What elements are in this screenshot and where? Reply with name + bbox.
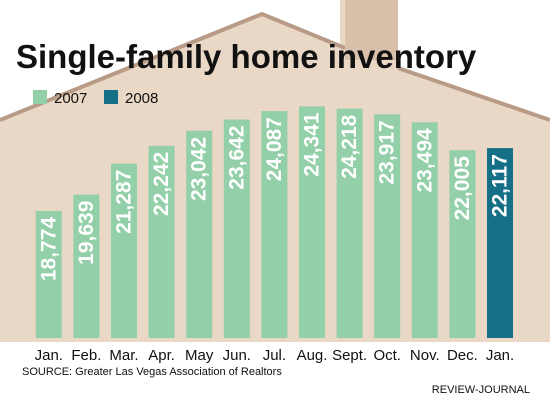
bar-value-label-1: 19,639 <box>75 201 98 265</box>
bar-value-label-11: 22,005 <box>451 156 474 221</box>
x-tick-label-8: Sept. <box>332 347 367 364</box>
x-tick-label-11: Dec. <box>447 347 478 364</box>
bar-value-label-2: 21,287 <box>113 170 136 234</box>
legend-label-2007: 2007 <box>54 90 87 107</box>
x-tick-label-1: Feb. <box>71 347 101 364</box>
x-tick-label-3: Apr. <box>148 347 175 364</box>
x-tick-label-7: Aug. <box>297 347 328 364</box>
x-tick-label-6: Jul. <box>263 347 286 364</box>
bar-value-label-7: 24,341 <box>301 112 324 177</box>
bar-7 <box>299 106 325 339</box>
legend-swatch-2007 <box>33 90 47 104</box>
legend-label-2008: 2008 <box>125 90 158 107</box>
bar-11 <box>449 150 476 338</box>
bar-2 <box>111 163 137 338</box>
bar-value-label-6: 24,087 <box>263 117 286 181</box>
bar-value-label-0: 18,774 <box>37 217 60 282</box>
bar-9 <box>374 114 401 338</box>
x-tick-label-10: Nov. <box>410 347 440 364</box>
bar-3 <box>148 145 175 338</box>
bar-10 <box>411 122 438 338</box>
x-axis-tick-labels: Jan. Feb. Mar. Apr. May Jun. Jul. Aug. Sept. Oct.… <box>35 347 515 364</box>
bar-4 <box>186 130 213 338</box>
bar-value-label-8: 24,218 <box>338 114 361 179</box>
bar-5 <box>223 119 250 338</box>
value-labels-layer: 18,774 19,639 21,287 22,242 23,042 23,642 24,0… <box>37 112 511 281</box>
bar-value-label-5: 23,642 <box>225 126 248 190</box>
bar-1 <box>73 194 100 338</box>
x-tick-label-9: Oct. <box>373 347 401 364</box>
chimney <box>345 0 398 60</box>
bars-layer <box>35 106 513 339</box>
x-tick-label-2: Mar. <box>109 347 138 364</box>
credit-line: REVIEW-JOURNAL <box>432 384 530 396</box>
bar-0 <box>35 210 62 338</box>
bar-value-label-10: 23,494 <box>413 128 436 193</box>
legend: 2007 2008 <box>33 90 158 107</box>
bar-value-label-12: 22,117 <box>489 154 512 217</box>
bar-value-label-9: 23,917 <box>376 120 399 184</box>
x-tick-label-4: May <box>185 347 214 364</box>
chart-title: Single-family home inventory <box>16 38 477 75</box>
bar-value-label-4: 23,042 <box>188 137 211 201</box>
x-tick-label-0: Jan. <box>35 347 63 364</box>
bar-12 <box>487 148 513 338</box>
x-tick-label-12: Jan. <box>486 347 514 364</box>
bar-6 <box>261 111 288 338</box>
x-tick-label-5: Jun. <box>223 347 251 364</box>
bar-value-label-3: 22,242 <box>150 152 173 216</box>
source-note: SOURCE: Greater Las Vegas Association of… <box>22 366 282 378</box>
bar-8 <box>336 108 363 338</box>
legend-swatch-2008 <box>104 90 118 104</box>
house-roof-outline <box>0 11 550 122</box>
